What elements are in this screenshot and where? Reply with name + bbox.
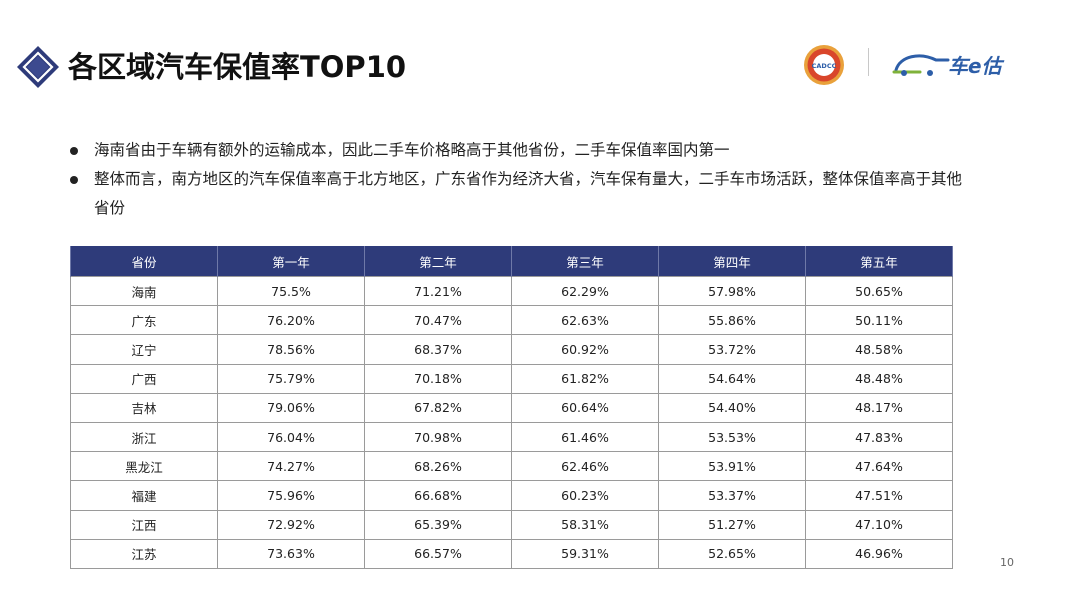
page-number: 10 <box>1000 556 1014 569</box>
table-row: 福建 75.96% 66.68% 60.23% 53.37% 47.51% <box>70 480 953 511</box>
cell-value: 76.20% <box>217 305 365 336</box>
cell-value: 71.21% <box>364 275 512 307</box>
header-year-1: 第一年 <box>217 246 365 277</box>
cell-value: 73.63% <box>217 538 365 569</box>
cell-value: 67.82% <box>364 392 512 423</box>
cell-value: 54.40% <box>658 392 806 423</box>
table-row: 江西 72.92% 65.39% 58.31% 51.27% 47.10% <box>70 509 953 540</box>
cell-value: 47.64% <box>805 451 953 482</box>
cell-value: 62.46% <box>511 451 659 482</box>
cell-value: 60.23% <box>511 480 659 511</box>
cell-value: 60.92% <box>511 334 659 365</box>
cell-value: 57.98% <box>658 275 806 307</box>
cell-value: 70.47% <box>364 305 512 336</box>
bullet-dot-icon <box>70 147 78 155</box>
bullet-list: 海南省由于车辆有额外的运输成本，因此二手车价格略高于其他省份，二手车保值率国内第… <box>68 136 968 223</box>
cadcc-logo-icon: CADCC <box>804 45 844 85</box>
bullet-dot-icon <box>70 176 78 184</box>
cell-value: 51.27% <box>658 509 806 540</box>
cell-province: 吉林 <box>70 392 218 423</box>
cell-value: 47.10% <box>805 509 953 540</box>
header-year-3: 第三年 <box>511 246 659 277</box>
cell-value: 66.68% <box>364 480 512 511</box>
cell-value: 46.96% <box>805 538 953 569</box>
table-row: 黑龙江 74.27% 68.26% 62.46% 53.91% 47.64% <box>70 451 953 482</box>
logo-divider <box>868 48 869 76</box>
cell-value: 74.27% <box>217 451 365 482</box>
cell-value: 47.51% <box>805 480 953 511</box>
cell-value: 48.48% <box>805 363 953 394</box>
table-row: 江苏 73.63% 66.57% 59.31% 52.65% 46.96% <box>70 538 953 569</box>
bullet-text: 海南省由于车辆有额外的运输成本，因此二手车价格略高于其他省份，二手车保值率国内第… <box>94 141 730 159</box>
bullet-item: 海南省由于车辆有额外的运输成本，因此二手车价格略高于其他省份，二手车保值率国内第… <box>68 136 968 165</box>
cell-province: 江西 <box>70 509 218 540</box>
cell-value: 68.37% <box>364 334 512 365</box>
cell-province: 广东 <box>70 305 218 336</box>
cell-value: 78.56% <box>217 334 365 365</box>
retention-table: 省份 第一年 第二年 第三年 第四年 第五年 海南 75.5% 71.21% 6… <box>70 246 953 569</box>
cell-value: 60.64% <box>511 392 659 423</box>
cell-value: 75.5% <box>217 275 365 307</box>
brand-logo-text: 车e估 <box>948 54 1002 78</box>
cadcc-logo-text: CADCC <box>812 62 837 70</box>
cell-value: 79.06% <box>217 392 365 423</box>
cell-value: 66.57% <box>364 538 512 569</box>
cell-value: 50.65% <box>805 275 953 307</box>
cell-value: 48.58% <box>805 334 953 365</box>
table-row: 海南 75.5% 71.21% 62.29% 57.98% 50.65% <box>70 275 953 307</box>
header-year-5: 第五年 <box>805 246 953 277</box>
cell-province: 江苏 <box>70 538 218 569</box>
header-province: 省份 <box>70 246 218 277</box>
table-row: 浙江 76.04% 70.98% 61.46% 53.53% 47.83% <box>70 421 953 453</box>
cell-value: 53.72% <box>658 334 806 365</box>
cell-value: 50.11% <box>805 305 953 336</box>
cell-value: 62.63% <box>511 305 659 336</box>
table-header-row: 省份 第一年 第二年 第三年 第四年 第五年 <box>70 246 953 277</box>
cell-province: 广西 <box>70 363 218 394</box>
cell-value: 53.53% <box>658 421 806 453</box>
header-year-4: 第四年 <box>658 246 806 277</box>
cell-value: 70.18% <box>364 363 512 394</box>
cell-value: 48.17% <box>805 392 953 423</box>
che-e-gu-logo-icon <box>892 54 950 76</box>
cell-value: 52.65% <box>658 538 806 569</box>
cell-province: 辽宁 <box>70 334 218 365</box>
cell-value: 68.26% <box>364 451 512 482</box>
cell-value: 53.37% <box>658 480 806 511</box>
cell-value: 59.31% <box>511 538 659 569</box>
bullet-text: 整体而言，南方地区的汽车保值率高于北方地区，广东省作为经济大省，汽车保有量大，二… <box>94 170 963 217</box>
title-diamond-icon <box>17 46 59 88</box>
header-year-2: 第二年 <box>364 246 512 277</box>
cell-province: 福建 <box>70 480 218 511</box>
cell-value: 54.64% <box>658 363 806 394</box>
cell-value: 53.91% <box>658 451 806 482</box>
table-row: 吉林 79.06% 67.82% 60.64% 54.40% 48.17% <box>70 392 953 423</box>
cell-value: 70.98% <box>364 421 512 453</box>
cell-value: 58.31% <box>511 509 659 540</box>
bullet-item: 整体而言，南方地区的汽车保值率高于北方地区，广东省作为经济大省，汽车保有量大，二… <box>68 165 968 223</box>
table-row: 辽宁 78.56% 68.37% 60.92% 53.72% 48.58% <box>70 334 953 365</box>
table-row: 广西 75.79% 70.18% 61.82% 54.64% 48.48% <box>70 363 953 394</box>
cell-value: 61.82% <box>511 363 659 394</box>
cell-value: 62.29% <box>511 275 659 307</box>
cell-value: 76.04% <box>217 421 365 453</box>
cell-province: 海南 <box>70 275 218 307</box>
cell-value: 47.83% <box>805 421 953 453</box>
table-row: 广东 76.20% 70.47% 62.63% 55.86% 50.11% <box>70 305 953 336</box>
cell-value: 72.92% <box>217 509 365 540</box>
cell-value: 75.79% <box>217 363 365 394</box>
cell-value: 55.86% <box>658 305 806 336</box>
page-title: 各区域汽车保值率TOP10 <box>68 50 407 84</box>
cell-province: 浙江 <box>70 421 218 453</box>
cell-value: 61.46% <box>511 421 659 453</box>
cell-value: 75.96% <box>217 480 365 511</box>
cell-value: 65.39% <box>364 509 512 540</box>
cell-province: 黑龙江 <box>70 451 218 482</box>
